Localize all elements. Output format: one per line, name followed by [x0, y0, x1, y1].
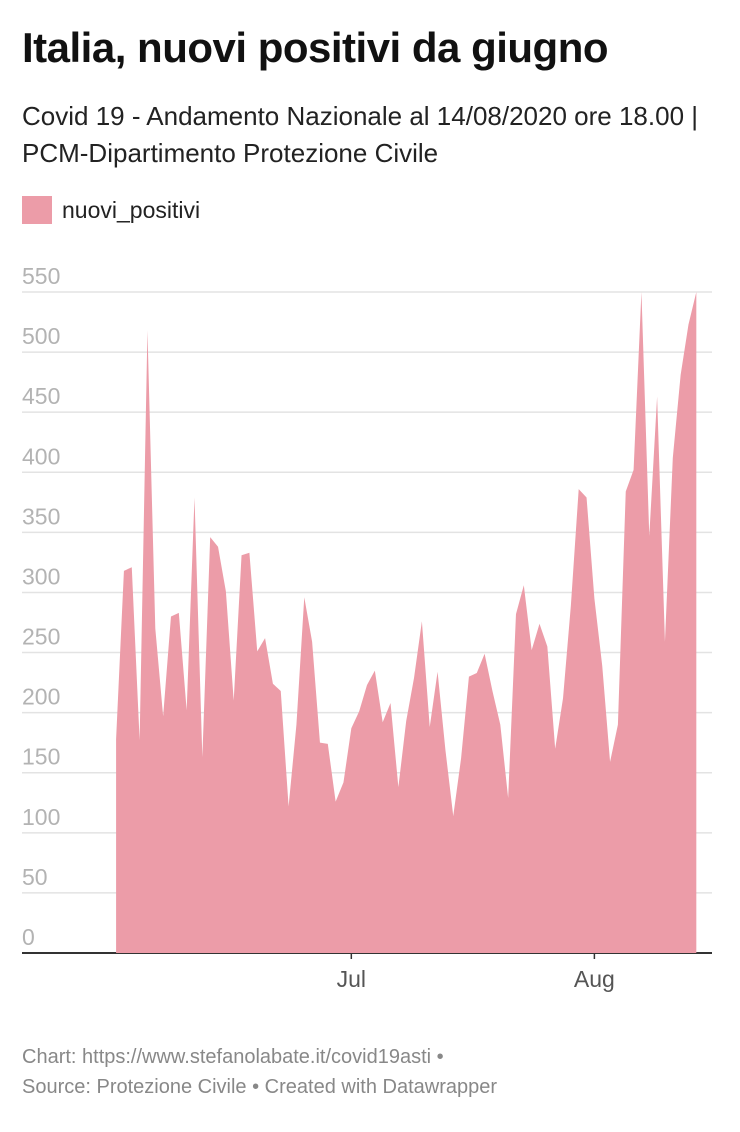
y-tick-label: 250: [22, 624, 60, 650]
area-nuovi-positivi: [116, 292, 697, 953]
y-tick-label: 550: [22, 263, 60, 289]
legend-label: nuovi_positivi: [62, 196, 201, 223]
area-chart: 0 50 100 150 200 250 300 350 400 450 500 550 Jul Aug: [22, 263, 712, 992]
y-tick-label: 350: [22, 503, 60, 529]
y-tick-label: 500: [22, 323, 60, 349]
x-tick-label: Jul: [337, 966, 366, 992]
y-tick-label: 400: [22, 443, 60, 469]
footer: Chart: https://www.stefanolabate.it/covi…: [22, 1042, 497, 1102]
x-tick-label: Aug: [574, 966, 615, 992]
footer-credit: Chart: https://www.stefanolabate.it/covi…: [22, 1046, 444, 1068]
footer-source: Source: Protezione Civile • Created with…: [22, 1076, 497, 1098]
y-tick-label: 200: [22, 684, 60, 710]
legend: nuovi_positivi: [22, 196, 200, 224]
y-tick-label: 50: [22, 864, 48, 890]
y-tick-label: 100: [22, 804, 60, 830]
x-axis-ticks: Jul Aug: [337, 953, 615, 992]
y-axis-ticks: 0 50 100 150 200 250 300 350 400 450 500 550: [22, 263, 60, 950]
legend-swatch: [22, 196, 52, 224]
chart-title: Italia, nuovi positivi da giugno: [22, 24, 609, 71]
chart-subtitle: Covid 19 - Andamento Nazionale al 14/08/…: [22, 101, 698, 168]
y-tick-label: 300: [22, 563, 60, 589]
y-tick-label: 150: [22, 744, 60, 770]
y-tick-label: 0: [22, 924, 35, 950]
area-series: [116, 292, 697, 953]
y-tick-label: 450: [22, 383, 60, 409]
